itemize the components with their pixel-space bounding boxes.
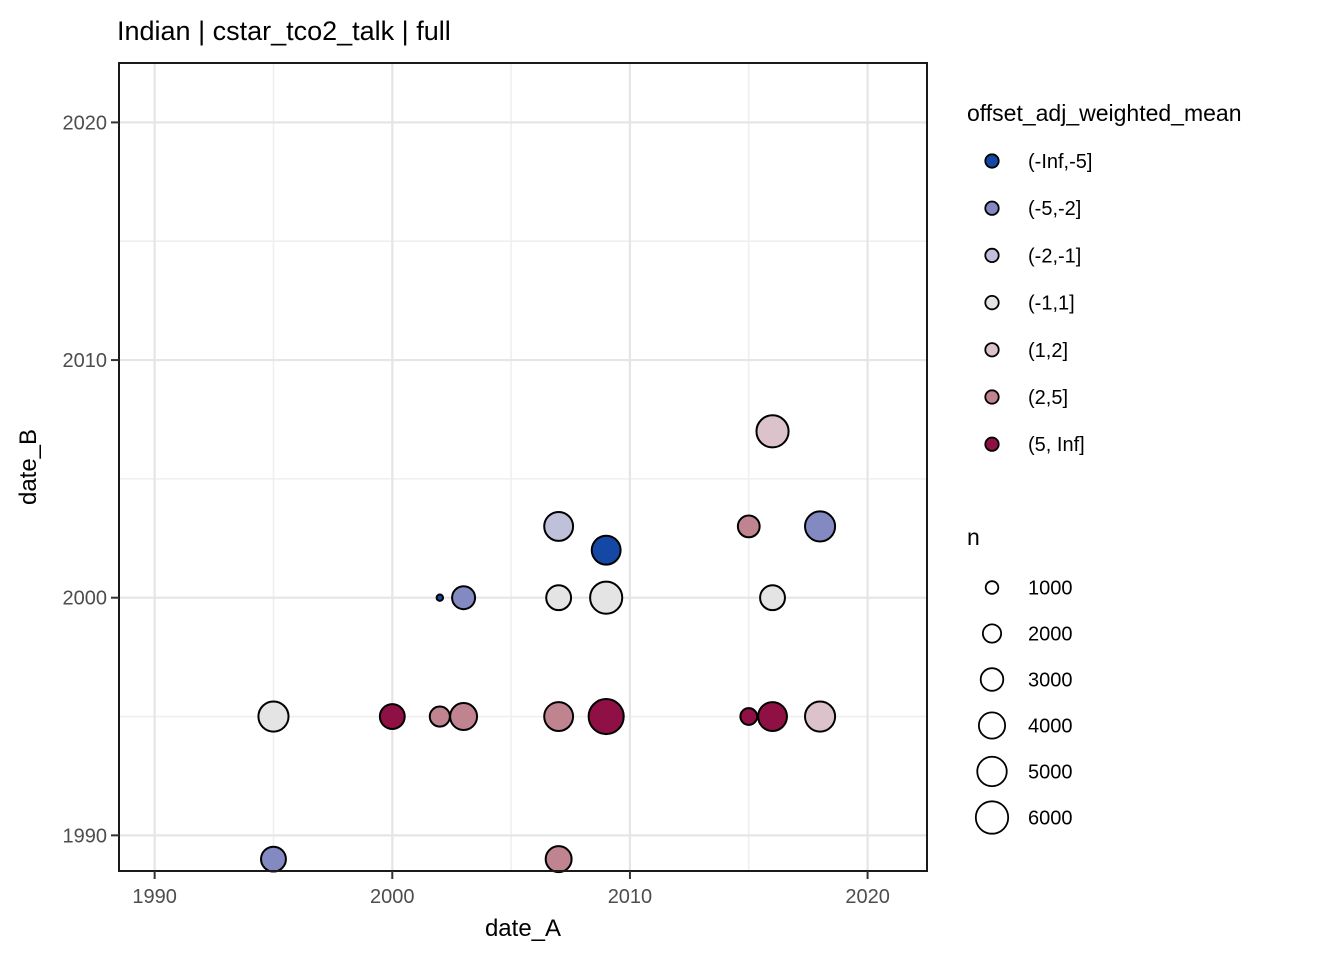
size-legend-item-label: 1000 <box>1028 578 1073 600</box>
size-legend-key-circle <box>979 667 1005 692</box>
size-legend-key-circle <box>984 580 1000 595</box>
size-legend-item: 2000 <box>981 623 1073 646</box>
size-legend-item-label: 5000 <box>1028 762 1073 784</box>
size-legend-item-label: 6000 <box>1028 808 1073 830</box>
data-point <box>543 701 575 732</box>
color-legend: (-Inf,-5] (-5,-2] (-2,-1] (-1,1] (1,2] (2,5] (… <box>984 151 1092 456</box>
data-point <box>736 514 761 539</box>
y-tick-label: 2000 <box>63 588 108 610</box>
color-legend-item-label: (5, Inf] <box>1028 434 1085 456</box>
panel-border <box>118 62 928 872</box>
plot-panel <box>119 63 927 871</box>
data-point <box>804 510 837 543</box>
data-point <box>260 845 287 873</box>
size-legend-item: 1000 <box>984 578 1073 600</box>
data-point <box>590 534 622 566</box>
color-legend-item: (-1,1] <box>984 293 1075 315</box>
data-point <box>378 703 406 730</box>
data-point <box>739 707 759 726</box>
axis-ticks: 1990 2000 2010 2020 1990 2000 2010 2020 <box>63 112 890 908</box>
color-legend-item-label: (1,2] <box>1028 340 1068 362</box>
size-legend: 1000 2000 3000 4000 5000 6000 <box>974 578 1073 835</box>
x-axis-label: date_A <box>485 915 561 942</box>
data-point <box>589 580 624 615</box>
size-legend-item: 5000 <box>976 755 1073 788</box>
data-point <box>543 510 575 542</box>
chart-title: Indian | cstar_tco2_talk | full <box>117 16 451 46</box>
x-tick-label: 1990 <box>132 886 177 908</box>
data-point <box>257 700 290 733</box>
data-point <box>449 702 479 731</box>
y-tick-label: 1990 <box>63 825 108 847</box>
size-legend-item-label: 3000 <box>1028 670 1073 692</box>
data-point <box>755 414 790 449</box>
color-legend-key-circle <box>984 247 1000 263</box>
color-legend-item-label: (-2,-1] <box>1028 245 1081 267</box>
size-legend-key-circle <box>981 623 1003 644</box>
data-point <box>804 700 837 733</box>
color-legend-key-circle <box>984 389 1000 405</box>
x-tick-label: 2000 <box>370 886 415 908</box>
x-tick-label: 2010 <box>608 886 653 908</box>
color-legend-item: (2,5] <box>984 387 1068 409</box>
size-legend-item: 4000 <box>977 711 1073 740</box>
color-legend-key-circle <box>984 436 1000 452</box>
size-legend-key-circle <box>974 800 1010 835</box>
x-tick-label: 2020 <box>845 886 890 908</box>
data-point <box>545 584 573 612</box>
gridlines <box>119 63 927 871</box>
color-legend-item: (5, Inf] <box>984 434 1085 456</box>
data-point <box>451 585 477 611</box>
color-legend-key-circle <box>984 153 1000 169</box>
data-point <box>435 593 445 602</box>
y-tick-label: 2020 <box>63 112 108 134</box>
data-point <box>759 584 786 612</box>
data-point <box>587 697 625 736</box>
y-axis-label: date_B <box>15 429 42 505</box>
size-legend-item-label: 2000 <box>1028 624 1073 646</box>
color-legend-key-circle <box>984 200 1000 216</box>
size-legend-item-label: 4000 <box>1028 716 1073 738</box>
color-legend-title: offset_adj_weighted_mean <box>967 100 1242 126</box>
data-points <box>257 414 837 874</box>
color-legend-item-label: (-5,-2] <box>1028 198 1081 220</box>
color-legend-item-label: (2,5] <box>1028 387 1068 409</box>
y-tick-label: 2010 <box>63 350 108 372</box>
data-point <box>544 845 573 874</box>
size-legend-item: 3000 <box>979 667 1073 692</box>
size-legend-item: 6000 <box>974 800 1073 835</box>
color-legend-item: (-2,-1] <box>984 245 1081 267</box>
data-point <box>428 705 451 728</box>
size-legend-key-circle <box>977 711 1007 740</box>
color-legend-item-label: (-Inf,-5] <box>1028 151 1092 173</box>
color-legend-item: (-5,-2] <box>984 198 1081 220</box>
color-legend-item: (1,2] <box>984 340 1068 362</box>
color-legend-key-circle <box>984 342 1000 358</box>
color-legend-key-circle <box>984 294 1000 311</box>
data-point <box>757 701 788 732</box>
color-legend-item-label: (-1,1] <box>1028 293 1075 315</box>
size-legend-title: n <box>967 524 980 550</box>
size-legend-key-circle <box>976 755 1008 788</box>
color-legend-item: (-Inf,-5] <box>984 151 1092 173</box>
